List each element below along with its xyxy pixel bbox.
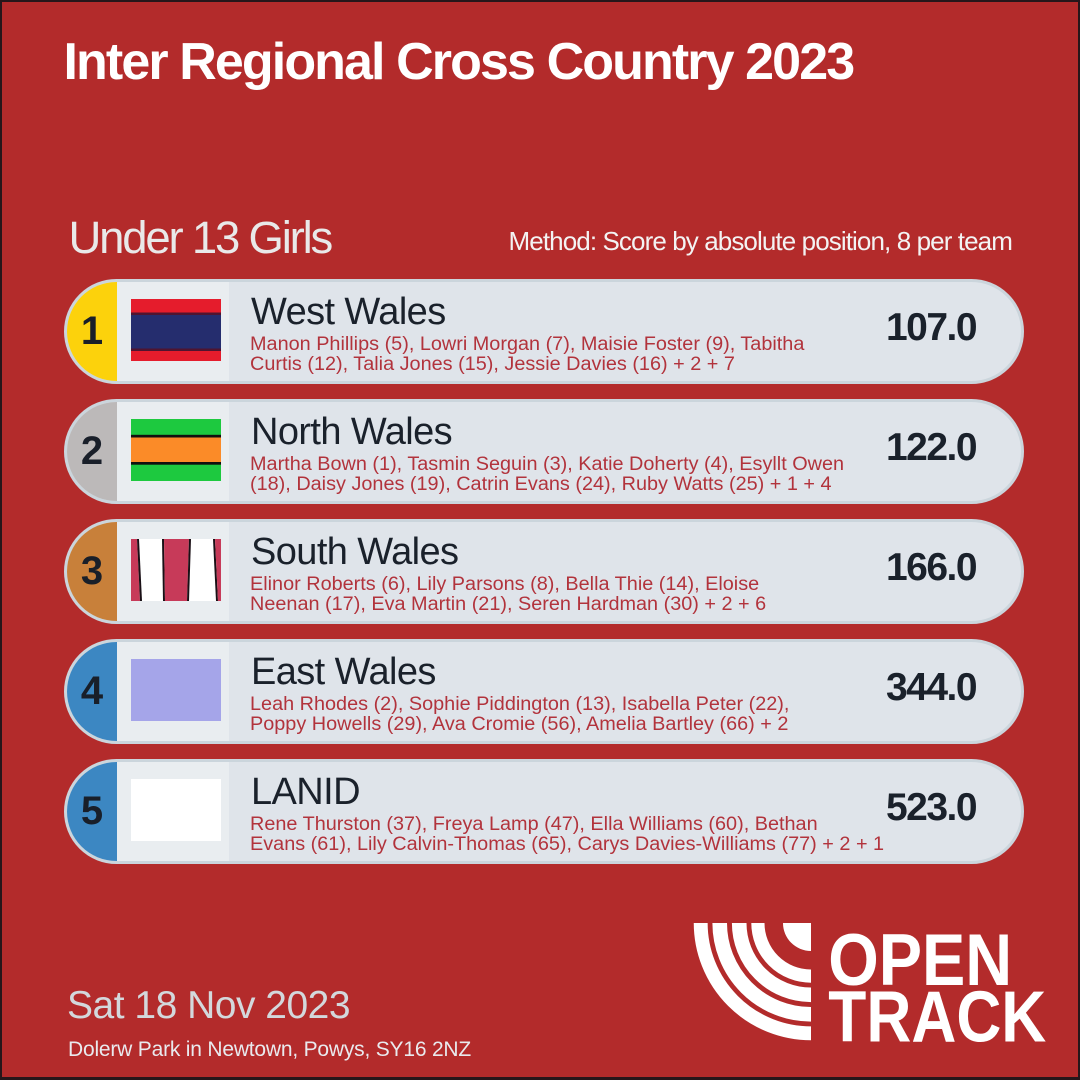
svg-text:OPEN: OPEN bbox=[828, 919, 1012, 1000]
svg-text:TRACK: TRACK bbox=[828, 977, 1046, 1051]
